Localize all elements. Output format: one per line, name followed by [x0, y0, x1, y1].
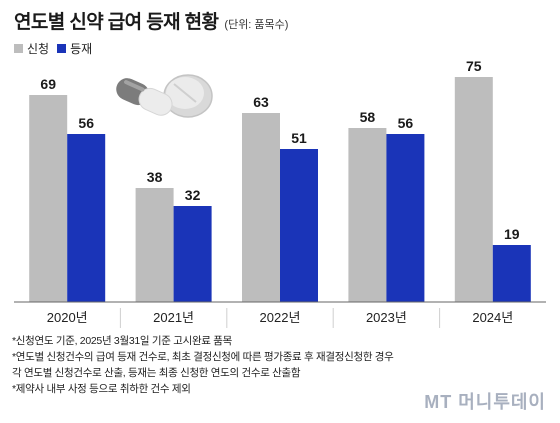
data-label-application-2020년: 69 [40, 76, 56, 92]
capsule-icon [116, 78, 173, 116]
data-label-listing-2021년: 32 [185, 187, 201, 203]
footnote-3: 각 연도별 신청건수로 산출, 등재는 최종 신청한 연도의 건수로 산출함 [12, 367, 301, 379]
bar-listing-2023년 [386, 134, 425, 302]
bar-application-2024년 [454, 77, 493, 302]
x-labels-group: 2020년 2021년 2022년 2023년 2024년 [47, 308, 513, 328]
x-tick-label-2024년: 2024년 [472, 310, 513, 325]
bar-listing-2022년 [280, 149, 318, 302]
title-row: 연도별 신약 급여 등재 현황 (단위: 품목수) [14, 7, 288, 34]
x-tick-label-2020년: 2020년 [47, 310, 88, 325]
data-label-application-2022년: 63 [253, 94, 269, 110]
legend-item-application: 신청 [14, 40, 49, 57]
bar-application-2020년 [29, 95, 68, 302]
footnote-1: *신청연도 기준, 2025년 3월31일 기준 고시완료 품목 [12, 335, 233, 347]
bar-listing-2021년 [173, 206, 212, 302]
bar-listing-2020년 [67, 134, 106, 302]
pill-illustration [116, 74, 213, 118]
x-tick-label-2023년: 2023년 [366, 310, 407, 325]
legend-swatch-application [14, 44, 23, 53]
chart-title: 연도별 신약 급여 등재 현황 [14, 12, 219, 33]
data-label-listing-2023년: 56 [398, 115, 414, 131]
bar-application-2022년 [242, 113, 280, 302]
data-label-listing-2022년: 51 [291, 130, 307, 146]
footnote-4: *제약사 내부 사정 등으로 취하한 건수 제외 [12, 383, 191, 395]
legend: 신청 등재 [14, 40, 100, 57]
x-tick-label-2022년: 2022년 [260, 310, 301, 325]
x-tick-label-2021년: 2021년 [153, 310, 194, 325]
bar-application-2023년 [348, 128, 387, 302]
legend-swatch-listing [57, 44, 67, 53]
bar-application-2021년 [135, 188, 174, 302]
data-label-application-2021년: 38 [147, 169, 163, 185]
watermark-logo: MT 머니투데이 [424, 392, 546, 412]
pill-tablet-score-icon [173, 83, 197, 103]
data-label-application-2023년: 58 [360, 109, 376, 125]
data-label-application-2024년: 75 [466, 58, 482, 74]
capsule-highlight-icon [124, 80, 145, 92]
legend-label-listing: 등재 [70, 42, 93, 56]
capsule-light-half-icon [138, 87, 173, 116]
bars-group: 69 56 38 32 63 51 58 56 75 19 [14, 58, 546, 303]
data-label-listing-2024년: 19 [504, 226, 520, 242]
bar-listing-2024년 [492, 245, 531, 302]
footnotes: *신청연도 기준, 2025년 3월31일 기준 고시완료 품목 *연도별 신청… [12, 333, 394, 397]
legend-label-application: 신청 [27, 42, 50, 56]
legend-item-listing: 등재 [57, 40, 92, 57]
footnote-2: *연도별 신청건수의 급여 등재 건수로, 최초 결정신청에 따른 평가종료 후… [12, 351, 394, 363]
unit-label: (단위: 품목수) [224, 19, 289, 31]
data-label-listing-2020년: 56 [78, 115, 94, 131]
bar-chart: 69 56 38 32 63 51 58 56 75 19 2020년 2021년 2022년 2023… [14, 58, 546, 328]
